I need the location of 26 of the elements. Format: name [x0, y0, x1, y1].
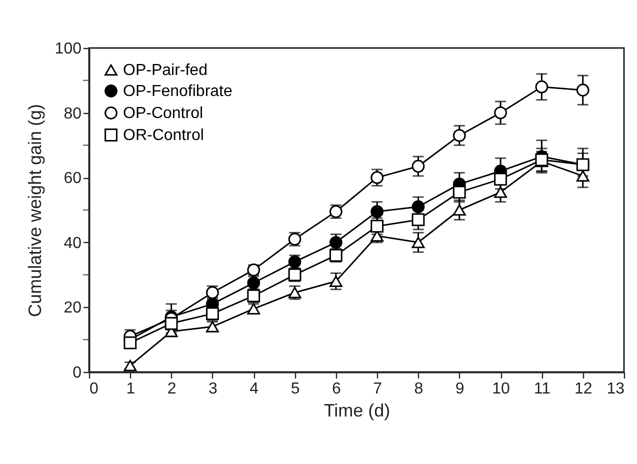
x-tick-label: 2: [167, 380, 176, 398]
x-tick-label: 11: [534, 380, 551, 398]
x-tick-label: 9: [455, 380, 464, 398]
x-tick-label: 8: [414, 380, 424, 398]
x-tick-label: 6: [332, 380, 341, 398]
legend-label: OP-Control: [123, 105, 204, 122]
y-tick-label: 20: [64, 300, 82, 317]
y-tick-label: 40: [64, 234, 82, 252]
y-tick-label: 80: [64, 105, 82, 122]
x-tick-label: 13: [606, 380, 625, 398]
x-tick-label: 10: [492, 380, 510, 398]
y-tick-label: 100: [54, 40, 82, 58]
legend-label: OP-Fenofibrate: [123, 83, 232, 100]
x-tick-label: 12: [574, 380, 592, 398]
x-tick-label: 0: [90, 380, 98, 398]
y-axis-title: Cumulative weight gain (g): [24, 104, 45, 318]
x-axis-title: Time (d): [324, 400, 390, 420]
x-tick-label: 1: [126, 380, 136, 398]
legend-label: OR-Control: [123, 127, 204, 144]
x-tick-label: 4: [250, 380, 259, 398]
y-tick-label: 60: [64, 170, 82, 188]
y-tick-label: 0: [72, 364, 82, 382]
x-tick-label: 5: [290, 380, 300, 398]
x-tick-label: 3: [208, 380, 218, 398]
x-tick-label: 7: [373, 380, 382, 398]
legend-label: OP-Pair-fed: [123, 62, 208, 79]
